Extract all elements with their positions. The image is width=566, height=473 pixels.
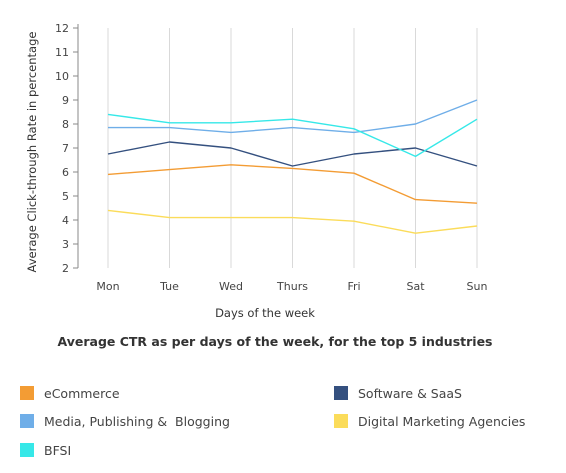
y-tick-label: 4 — [62, 214, 69, 227]
y-axis-title: Average Click-through Rate in percentage — [25, 32, 39, 273]
y-tick-label: 3 — [62, 238, 69, 251]
legend-item-digital-marketing-agencies: Digital Marketing Agencies — [334, 414, 525, 429]
legend-item-software-saas: Software & SaaS — [334, 386, 462, 401]
y-tick-label: 2 — [62, 262, 69, 275]
chart-title: Average CTR as per days of the week, for… — [58, 334, 493, 349]
legend-label: BFSI — [44, 443, 71, 458]
legend-swatch — [334, 414, 348, 428]
series-line-digital-marketing-agencies — [107, 209, 478, 234]
y-tick-label: 5 — [62, 190, 69, 203]
series-lines — [107, 99, 478, 234]
legend-item-ecommerce: eCommerce — [20, 386, 120, 401]
legend-label: Software & SaaS — [358, 386, 462, 401]
y-tick-label: 6 — [62, 166, 69, 179]
x-tick-label: Sat — [406, 280, 425, 293]
legend-swatch — [20, 386, 34, 400]
x-tick-label: Tue — [159, 280, 179, 293]
x-tick-label: Thurs — [276, 280, 308, 293]
legend-swatch — [20, 443, 34, 457]
x-tick-label: Mon — [96, 280, 119, 293]
legend: eCommerce Software & SaaS Media, Publishin… — [20, 386, 525, 458]
series-line-software-saas — [107, 141, 478, 167]
y-tick-label: 8 — [62, 118, 69, 131]
series-line-bfsi — [107, 113, 478, 158]
x-tick-label: Wed — [219, 280, 243, 293]
y-tick-label: 10 — [55, 70, 69, 83]
y-tick-label: 9 — [62, 94, 69, 107]
series-line-media-publishing-blogging — [108, 99, 478, 134]
legend-swatch — [20, 414, 34, 428]
axes: 2 3 4 5 6 7 8 9 10 11 12 Mon Tue Wed Thurs Fri Sat Sun — [55, 22, 487, 293]
legend-swatch — [334, 386, 348, 400]
legend-item-media-publishing-blogging: Media, Publishing & Blogging — [20, 414, 230, 429]
legend-item-bfsi: BFSI — [20, 443, 71, 458]
legend-label: Digital Marketing Agencies — [358, 414, 525, 429]
y-tick-label: 7 — [62, 142, 69, 155]
legend-label: eCommerce — [44, 386, 120, 401]
legend-label: Media, Publishing & Blogging — [44, 414, 230, 429]
series-line-ecommerce — [107, 164, 478, 204]
y-tick-label: 11 — [55, 46, 69, 59]
x-axis-title: Days of the week — [215, 306, 315, 320]
x-tick-label: Sun — [467, 280, 488, 293]
x-tick-label: Fri — [347, 280, 360, 293]
y-tick-label: 12 — [55, 22, 69, 35]
